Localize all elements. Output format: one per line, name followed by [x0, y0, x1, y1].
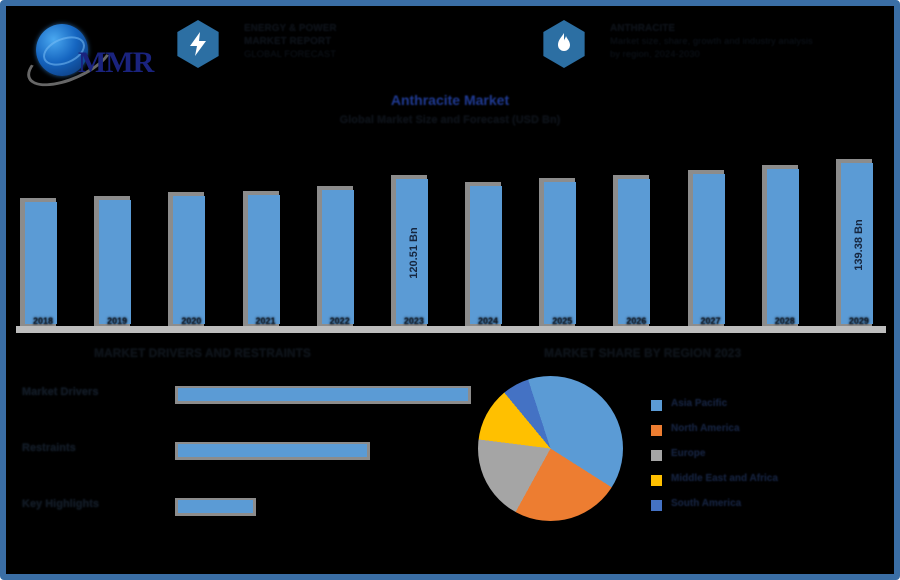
- x-axis-tick-label: 2021: [255, 316, 276, 326]
- bar: [25, 202, 57, 324]
- x-axis-tick-label: 2024: [478, 316, 499, 326]
- legend-item: North America: [651, 421, 831, 446]
- bar-column: 2018: [20, 134, 66, 326]
- bar-column: 120.51 Bn 2023: [390, 134, 437, 326]
- horizontal-bar-row: Market Drivers: [20, 378, 471, 412]
- header-block-energy: ENERGY & POWER MARKET REPORT GLOBAL FORE…: [244, 22, 337, 61]
- bar: [618, 179, 651, 324]
- bar-column: 2026: [613, 134, 659, 326]
- legend-label: North America: [671, 423, 740, 434]
- horizontal-bar-label: Market Drivers: [22, 386, 99, 398]
- bar: [544, 182, 577, 324]
- header: MMR ENERGY & POWER MARKET REPORT GLOBAL …: [6, 6, 894, 97]
- bar-column: 2027: [687, 134, 734, 326]
- x-axis-tick-label: 2027: [700, 316, 721, 326]
- flame-icon: [543, 20, 585, 68]
- bar: [321, 190, 354, 324]
- chart-title: Anthracite Market: [390, 92, 510, 108]
- x-axis-tick-label: 2026: [626, 316, 647, 326]
- header-line: GLOBAL FORECAST: [244, 49, 337, 60]
- x-axis-tick-label: 2028: [774, 316, 795, 326]
- legend-label: Europe: [671, 448, 706, 459]
- legend-item: Middle East and Africa: [651, 471, 831, 496]
- brand-name: MMR: [78, 46, 154, 79]
- legend-label: Middle East and Africa: [671, 473, 778, 484]
- bar-column: 2022: [316, 134, 363, 326]
- header-block-anthracite: ANTHRACITE Market size, share, growth an…: [610, 22, 813, 61]
- legend-swatch: [651, 425, 662, 436]
- bar: [840, 163, 873, 324]
- bar-chart: 2018 2019 2020 2021 2022 120.51 Bn 2023 2024 202…: [20, 134, 882, 326]
- legend-item: Asia Pacific: [651, 396, 831, 421]
- bar: [395, 179, 428, 324]
- legend-label: South America: [671, 498, 742, 509]
- bar: [766, 169, 799, 324]
- horizontal-bar: [178, 444, 367, 457]
- horizontal-bar-row: Restraints: [20, 434, 460, 468]
- bar-column: 139.38 Bn 2029: [835, 134, 882, 326]
- horizontal-bar-label: Restraints: [22, 442, 76, 454]
- horizontal-bar-row: Key Highlights: [20, 490, 460, 524]
- x-axis-tick-label: 2029: [848, 316, 869, 326]
- chart-subtitle: Global Market Size and Forecast (USD Bn): [339, 114, 561, 126]
- legend-swatch: [651, 475, 662, 486]
- header-line: MARKET REPORT: [244, 36, 332, 47]
- x-axis-tick-label: 2023: [403, 316, 424, 326]
- bar: [247, 195, 280, 324]
- bar: [692, 174, 725, 324]
- x-axis-tick-label: 2025: [552, 316, 573, 326]
- bar-column: 2020: [168, 134, 214, 326]
- x-axis-tick-label: 2018: [32, 316, 54, 326]
- bar-column: 2025: [539, 134, 585, 326]
- section-heading-region: MARKET SHARE BY REGION 2023: [544, 346, 742, 360]
- header-line: ENERGY & POWER: [244, 23, 337, 34]
- horizontal-bar-label: Key Highlights: [22, 498, 100, 510]
- chart-axis-line: [16, 326, 886, 333]
- pie-chart: [478, 376, 623, 521]
- bar: [99, 200, 132, 324]
- legend-swatch: [651, 450, 662, 461]
- bar-value-label: 139.38 Bn: [852, 219, 865, 271]
- header-line: by region, 2024-2030: [610, 49, 700, 60]
- bar-column: 2021: [242, 134, 289, 326]
- legend-swatch: [651, 400, 662, 411]
- horizontal-bar: [178, 388, 468, 401]
- header-line: Market size, share, growth and industry …: [610, 36, 813, 47]
- x-axis-tick-label: 2022: [329, 316, 350, 326]
- legend-label: Asia Pacific: [671, 398, 728, 409]
- bar: [173, 196, 206, 324]
- globe-icon: [36, 24, 88, 76]
- horizontal-bar: [178, 500, 253, 513]
- bar-column: 2019: [94, 134, 140, 326]
- lightning-bolt-icon: [177, 20, 219, 68]
- legend-item: Europe: [651, 446, 831, 471]
- bar: [470, 186, 503, 324]
- legend-swatch: [651, 500, 662, 511]
- legend-item: South America: [651, 496, 831, 521]
- brand-logo: MMR: [19, 20, 160, 97]
- horizontal-bar-chart: Market Drivers Restraints Key Highlights: [20, 378, 471, 528]
- x-axis-tick-label: 2019: [107, 316, 128, 326]
- bar-value-label: 120.51 Bn: [407, 227, 420, 279]
- pie-legend: Asia Pacific North America Europe Middle Ea…: [651, 396, 831, 521]
- x-axis-tick-label: 2020: [181, 316, 202, 326]
- section-heading-drivers: MARKET DRIVERS AND RESTRAINTS: [94, 346, 311, 360]
- header-line: ANTHRACITE: [610, 23, 675, 34]
- bar-column: 2024: [465, 134, 511, 326]
- bar-column: 2028: [761, 134, 808, 326]
